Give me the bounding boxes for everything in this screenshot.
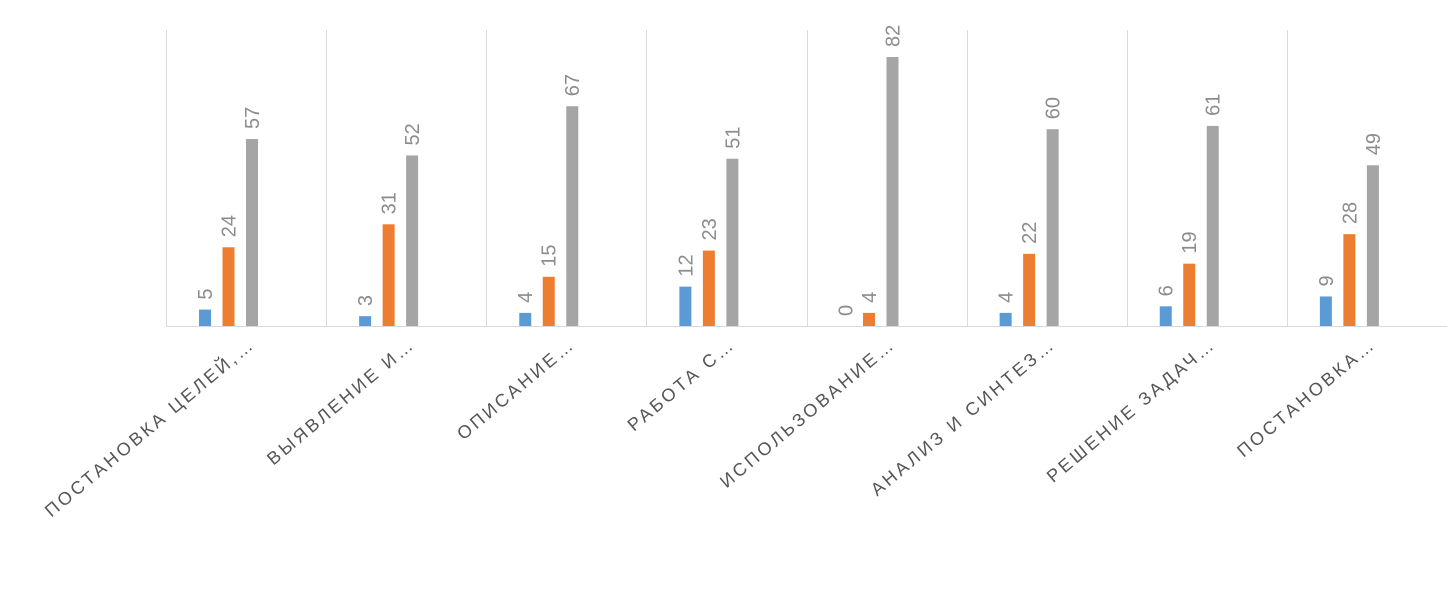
data-label: 60 xyxy=(1043,97,1065,119)
data-label: 9 xyxy=(1316,275,1338,286)
bar xyxy=(999,312,1012,326)
data-label: 51 xyxy=(722,126,744,148)
bar xyxy=(863,312,875,326)
bar xyxy=(519,312,532,326)
data-label: 31 xyxy=(379,192,401,214)
bar xyxy=(679,286,692,326)
data-label: 3 xyxy=(355,295,377,306)
bar xyxy=(886,57,899,326)
data-label: 24 xyxy=(219,215,241,237)
bar xyxy=(726,158,739,326)
data-label: 4 xyxy=(996,292,1018,303)
data-label: 49 xyxy=(1363,133,1385,155)
data-label: 12 xyxy=(675,254,697,276)
bar xyxy=(1319,296,1332,326)
bar xyxy=(382,224,395,326)
data-label: 57 xyxy=(242,107,264,129)
data-label: 67 xyxy=(562,74,584,96)
bar xyxy=(1343,234,1356,326)
bar xyxy=(359,316,372,326)
bar xyxy=(1366,165,1379,326)
category-label: ПОСТАНОВКА ЦЕЛЕЙ,… xyxy=(40,333,258,521)
data-label: 19 xyxy=(1179,231,1201,253)
category-label: РАБОТА С… xyxy=(624,334,739,435)
bars xyxy=(199,57,1379,327)
data-label: 23 xyxy=(699,218,721,240)
data-label: 82 xyxy=(883,25,905,47)
bar xyxy=(222,247,235,326)
bar xyxy=(199,309,211,326)
data-label: 61 xyxy=(1203,94,1225,116)
bar xyxy=(406,155,419,326)
data-label: 4 xyxy=(859,292,881,303)
data-label: 28 xyxy=(1339,202,1361,224)
data-label: 5 xyxy=(195,288,217,299)
category-label: АНАЛИЗ И СИНТЕЗ… xyxy=(867,334,1059,500)
data-label: 6 xyxy=(1156,285,1178,296)
category-label: РЕШЕНИЕ ЗАДАЧ… xyxy=(1043,334,1220,487)
data-label: 0 xyxy=(836,305,858,316)
bar xyxy=(1159,306,1172,326)
category-label: ПОСТАНОВКА… xyxy=(1233,334,1379,461)
bar xyxy=(1046,129,1059,326)
grid-lines xyxy=(166,30,1447,327)
data-label: 22 xyxy=(1019,222,1041,244)
bar xyxy=(566,106,579,327)
bar xyxy=(542,276,555,326)
bar xyxy=(1183,263,1196,326)
data-label: 15 xyxy=(539,245,561,267)
data-label: 4 xyxy=(515,292,537,303)
bar xyxy=(1023,253,1036,326)
data-label: 52 xyxy=(402,123,424,145)
category-label: ИСПОЛЬЗОВАНИЕ… xyxy=(716,334,899,492)
category-label: ОПИСАНИЕ… xyxy=(453,334,579,444)
bar xyxy=(246,139,258,326)
category-labels: ПОСТАНОВКА ЦЕЛЕЙ,… ВЫЯВЛЕНИЕ И… ОПИСАНИЕ… Р… xyxy=(40,333,1379,521)
bar xyxy=(702,250,715,326)
bar xyxy=(1206,125,1219,326)
category-label: ВЫЯВЛЕНИЕ И… xyxy=(263,334,419,469)
